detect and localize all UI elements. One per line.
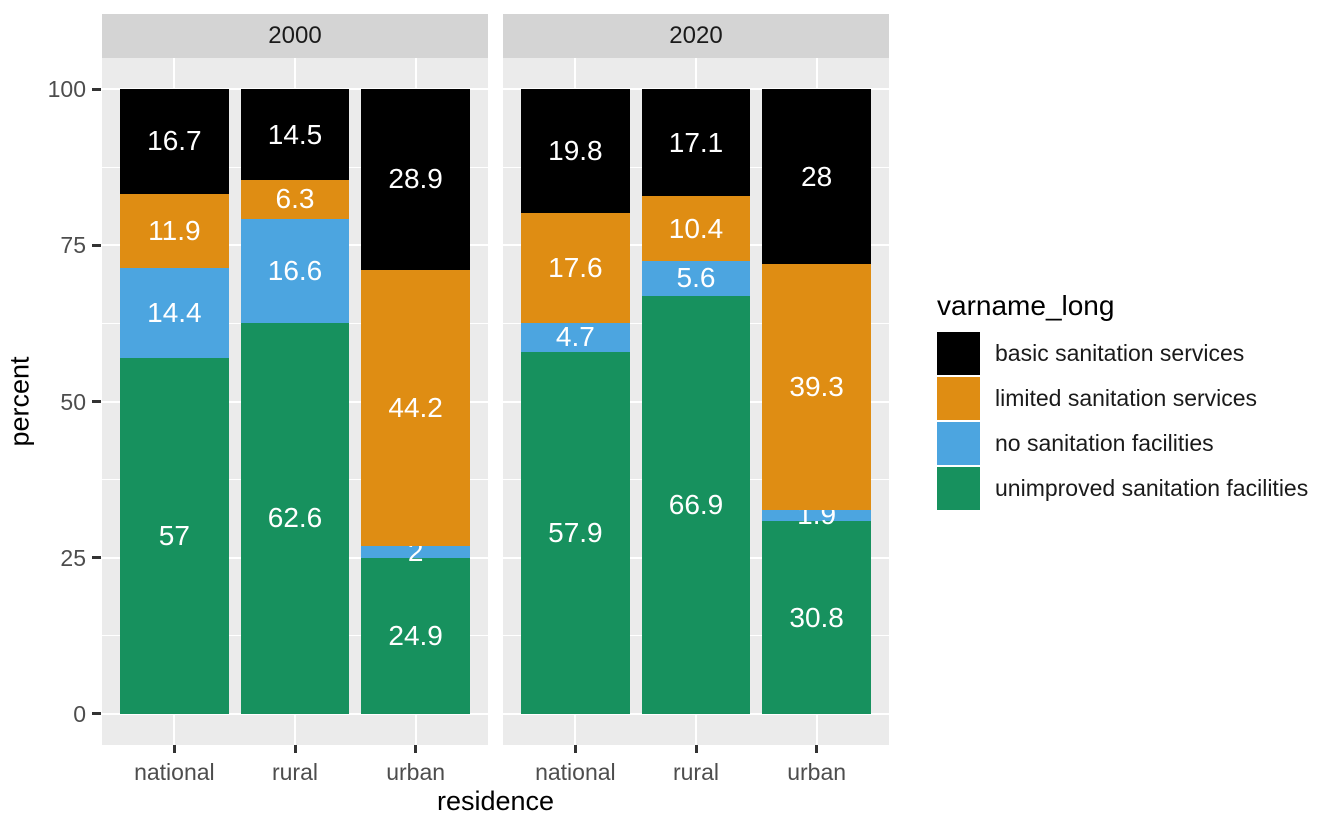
- x-axis-tick-label: rural: [271, 759, 318, 785]
- x-axis-tick: [293, 745, 297, 753]
- legend-item: unimproved sanitation facilities: [937, 467, 1308, 510]
- bar-segment: [361, 269, 470, 546]
- bar-segment: [120, 267, 229, 358]
- legend: varname_long basic sanitation services li…: [937, 290, 1308, 510]
- bar-value-label: 16.7: [147, 125, 202, 157]
- bar-segment: [641, 295, 751, 714]
- bar-segment: [120, 193, 229, 268]
- legend-item: basic sanitation services: [937, 332, 1308, 375]
- bar-segment: [521, 352, 630, 714]
- legend-item: no sanitation facilities: [937, 422, 1308, 465]
- facet-panel-2000: 57 14.4 11.9 16.7 62.6 16.6 6.3 14.5 24.9 2 44.2 28…: [102, 58, 488, 745]
- y-axis-tick: [92, 556, 101, 560]
- x-axis-tick: [815, 745, 819, 753]
- legend-title: varname_long: [937, 290, 1115, 321]
- x-axis-tick: [172, 745, 176, 753]
- x-axis-tick-label: urban: [386, 759, 446, 785]
- bar-value-label: 66.9: [668, 488, 724, 520]
- bar-value-label: 5.6: [676, 262, 716, 294]
- facet-strip-2000: 2000: [102, 14, 488, 58]
- legend-item-label: no sanitation facilities: [995, 430, 1214, 456]
- bar-value-label: 44.2: [388, 391, 443, 423]
- facet-panel-2020: 57.9 4.7 17.6 19.8 66.9 5.6 10.4 17.1 30.8 1.9 39.…: [503, 58, 889, 745]
- y-axis-tick: [92, 712, 101, 716]
- y-axis-title: percent: [2, 58, 38, 745]
- x-axis-tick-label: rural: [672, 759, 719, 785]
- legend-item-label: limited sanitation services: [995, 385, 1258, 411]
- x-axis-tick: [414, 745, 418, 753]
- bar-segment: [240, 89, 350, 180]
- bar-segment: [762, 89, 871, 265]
- bar-segment: [240, 219, 350, 323]
- y-axis-title-text: percent: [4, 356, 35, 447]
- bar-value-label: 6.3: [275, 183, 315, 215]
- facet-strip-2000-label: 2000: [268, 22, 322, 49]
- bar-value-label: 57.9: [548, 516, 603, 548]
- bar-segment: [762, 509, 871, 522]
- bar-segment: [240, 322, 350, 714]
- bar-value-label: 14.5: [267, 118, 323, 150]
- bar-value-label: 17.6: [548, 251, 603, 283]
- x-axis-tick: [694, 745, 698, 753]
- legend-item-label: basic sanitation services: [995, 340, 1245, 366]
- bar-segment: [521, 212, 630, 323]
- x-axis-tick-label: national: [535, 759, 616, 785]
- bar-segment: [361, 89, 470, 270]
- facet-strip-2020-label: 2020: [669, 22, 723, 49]
- bar-segment: [120, 357, 229, 714]
- legend-key-swatch: [937, 332, 980, 375]
- y-axis-tick: [92, 243, 101, 247]
- x-axis-title: residence: [436, 786, 555, 816]
- x-axis-tick-label: urban: [787, 759, 847, 785]
- x-axis-tick: [573, 745, 577, 753]
- legend-key-swatch: [937, 377, 980, 420]
- bar-segment: [762, 264, 871, 510]
- bar-value-label: 16.6: [267, 254, 323, 286]
- bar-segment: [521, 89, 630, 213]
- legend-items: basic sanitation services limited sanitat…: [937, 332, 1308, 510]
- bar-value-label: 11.9: [148, 214, 201, 246]
- bar-value-label: 62.6: [267, 502, 323, 534]
- bar-segment: [361, 558, 470, 714]
- facet-strip-2020: 2020: [503, 14, 889, 58]
- bar-value-label: 14.4: [147, 296, 202, 328]
- y-axis-tick: [92, 400, 101, 403]
- bar-value-label: 57: [158, 519, 190, 551]
- bar-value-label: 28: [801, 160, 833, 192]
- bar-value-label: 17.1: [668, 126, 724, 158]
- bar-segment: [641, 89, 751, 197]
- bar-segment: [641, 260, 751, 296]
- legend-item-label: unimproved sanitation facilities: [995, 475, 1309, 501]
- bar-segment: [521, 322, 630, 353]
- bar-segment: [120, 89, 229, 194]
- legend-item: limited sanitation services: [937, 377, 1308, 420]
- bar-value-label: 19.8: [548, 135, 603, 167]
- bar-value-label: 24.9: [388, 620, 443, 652]
- x-axis-tick-label: national: [134, 759, 215, 785]
- bar-segment: [361, 545, 470, 559]
- legend-key-swatch: [937, 422, 980, 465]
- bar-value-label: 4.7: [555, 321, 595, 353]
- bar-value-label: 30.8: [789, 601, 844, 633]
- bar-segment: [762, 521, 871, 714]
- bar-value-label: 28.9: [388, 163, 443, 195]
- bar-value-label: 39.3: [789, 370, 844, 402]
- legend-key-swatch: [937, 467, 980, 510]
- y-axis-tick: [92, 87, 101, 91]
- bar-segment: [240, 179, 350, 220]
- bar-value-label: 10.4: [668, 212, 724, 244]
- bar-segment: [641, 196, 751, 261]
